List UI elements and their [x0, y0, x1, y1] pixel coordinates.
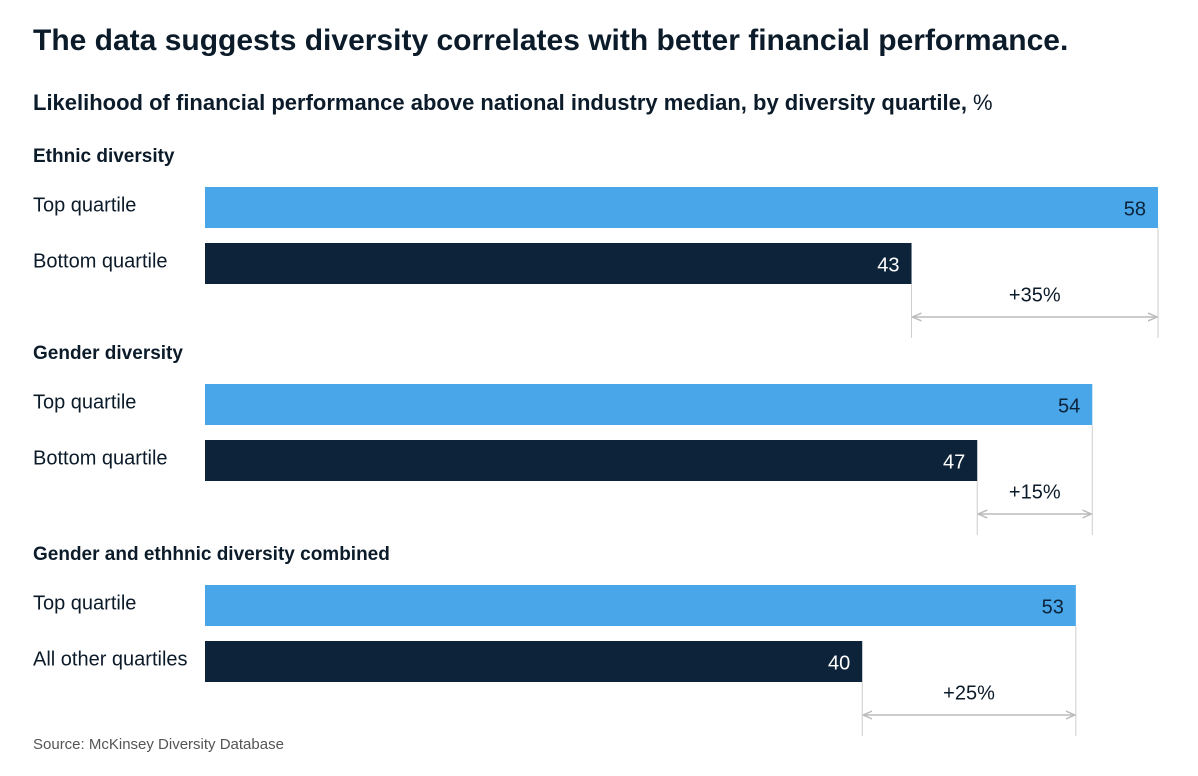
group-title: Ethnic diversity	[33, 146, 175, 167]
category-label: Bottom quartile	[33, 447, 168, 469]
value-label: 40	[828, 652, 850, 674]
difference-label: +35%	[1009, 284, 1061, 306]
category-label: All other quartiles	[33, 648, 188, 670]
value-label: 43	[877, 254, 899, 276]
difference-label: +25%	[943, 682, 995, 704]
group-title: Gender and ethhnic diversity combined	[33, 544, 390, 565]
chart-subtitle: Likelihood of financial performance abov…	[33, 90, 993, 115]
bar	[205, 243, 912, 284]
value-label: 47	[943, 451, 965, 473]
category-label: Top quartile	[33, 194, 136, 216]
group-title: Gender diversity	[33, 343, 183, 364]
bar	[205, 585, 1076, 626]
bar	[205, 384, 1093, 425]
value-label: 58	[1124, 198, 1146, 220]
bar	[205, 440, 978, 481]
bar	[205, 641, 863, 682]
chart-title: The data suggests diversity correlates w…	[33, 24, 1068, 57]
subtitle-text: Likelihood of financial performance abov…	[33, 90, 967, 115]
value-label: 54	[1058, 395, 1080, 417]
category-label: Top quartile	[33, 391, 136, 413]
value-label: 53	[1042, 596, 1064, 618]
source: Source: McKinsey Diversity Database	[33, 736, 284, 753]
bar	[205, 187, 1158, 228]
category-label: Bottom quartile	[33, 250, 168, 272]
difference-label: +15%	[1009, 481, 1061, 503]
category-label: Top quartile	[33, 592, 136, 614]
unit: %	[973, 90, 993, 115]
